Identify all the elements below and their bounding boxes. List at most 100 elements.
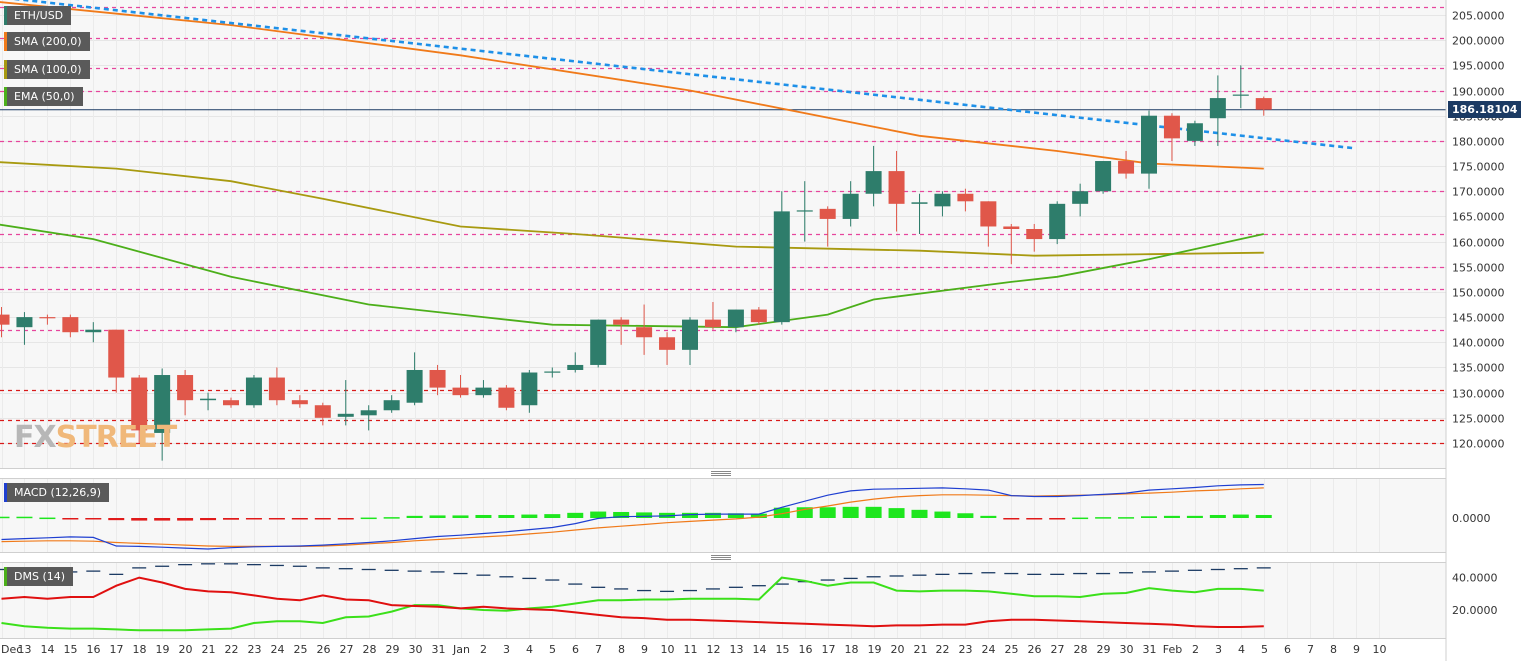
candle-body-down	[223, 400, 239, 406]
macd-histogram-bar	[1232, 514, 1249, 518]
x-tick-label: 21	[202, 643, 216, 656]
macd-histogram-bar	[62, 518, 79, 520]
legend-sma100[interactable]: SMA (100,0)	[4, 60, 90, 79]
macd-histogram-bar	[613, 511, 630, 518]
macd-histogram-bar	[16, 516, 33, 519]
candle-body-up	[544, 371, 561, 373]
candle-body-down	[888, 171, 905, 204]
macd-histogram-bar	[521, 514, 538, 518]
macd-histogram-bar	[223, 518, 239, 520]
ema50-swatch	[4, 87, 7, 106]
x-tick-label: 9	[1353, 643, 1360, 656]
legend-ema50-label: EMA (50,0)	[14, 90, 75, 103]
macd-histogram-bar	[108, 518, 125, 521]
candle-body-down	[498, 387, 515, 408]
candle-body-up	[475, 387, 492, 396]
macd-histogram-bar	[0, 516, 10, 519]
candle-body-down	[39, 317, 56, 319]
x-tick-label: 28	[363, 643, 377, 656]
x-tick-label: 18	[133, 643, 147, 656]
y-tick-label: 160.0000	[1452, 237, 1505, 250]
legend-pair[interactable]: ETH/USD	[4, 6, 72, 25]
y-tick-label: 130.0000	[1452, 388, 1505, 401]
candle-body-down	[177, 375, 194, 401]
macd-histogram-bar	[842, 506, 859, 518]
candle-body-down	[1003, 226, 1020, 229]
candle-body-up	[796, 210, 813, 212]
x-tick-label: 5	[549, 643, 556, 656]
candle-body-down	[1163, 115, 1180, 139]
candle-body-up	[360, 410, 377, 416]
x-tick-label: 24	[982, 643, 996, 656]
legend-dms[interactable]: DMS (14)	[4, 567, 74, 586]
x-tick-label: 27	[1051, 643, 1065, 656]
sma100-swatch	[4, 60, 7, 79]
macd-histogram-bar	[750, 513, 767, 518]
x-tick-label: 3	[1215, 643, 1222, 656]
pane-resize-handle-2[interactable]	[711, 555, 731, 560]
macd-histogram-bar	[85, 518, 102, 520]
candle-body-up	[1095, 161, 1112, 192]
plus-di-line	[1, 576, 1264, 632]
candle-body-up	[521, 372, 538, 406]
x-tick-label: 6	[1284, 643, 1291, 656]
candle-body-down	[291, 400, 308, 405]
x-tick-label: 20	[891, 643, 905, 656]
legend-macd[interactable]: MACD (12,26,9)	[4, 483, 110, 502]
candle-body-down	[750, 309, 767, 323]
candle-body-down	[1026, 229, 1043, 240]
x-tick-label: Feb	[1163, 643, 1182, 656]
dms-y-tick-label: 40.0000	[1452, 572, 1498, 585]
candle-body-down	[636, 327, 653, 338]
candle-body-down	[131, 377, 148, 431]
macd-histogram-bar	[131, 518, 148, 521]
candle-body-up	[567, 364, 584, 370]
y-tick-label: 195.0000	[1452, 60, 1505, 73]
x-tick-label: 17	[822, 643, 836, 656]
watermark-street: STREET	[55, 420, 178, 455]
y-tick-label: 205.0000	[1452, 10, 1505, 23]
pane-resize-handle-1[interactable]	[711, 471, 731, 476]
macd-histogram-bar	[590, 511, 607, 518]
macd-histogram-bar	[773, 507, 790, 518]
macd-histogram-bar	[1095, 517, 1112, 519]
candle-body-up	[590, 319, 607, 365]
y-tick-label: 170.0000	[1452, 186, 1505, 199]
x-tick-label: 12	[707, 643, 721, 656]
x-tick-label: 8	[1330, 643, 1337, 656]
macd-histogram-bar	[567, 512, 584, 518]
x-tick-label: 23	[248, 643, 262, 656]
legend-ema50[interactable]: EMA (50,0)	[4, 87, 83, 106]
x-tick-label: 9	[641, 643, 648, 656]
macd-histogram-bar	[865, 506, 882, 518]
x-tick-label: 23	[959, 643, 973, 656]
candle-body-up	[682, 319, 698, 350]
candle-body-up	[406, 369, 423, 403]
macd-signal-line	[1, 487, 1264, 548]
x-tick-label: 19	[868, 643, 882, 656]
macd-histogram-bar	[406, 515, 423, 518]
candle-body-down	[980, 201, 997, 227]
y-tick-label: 200.0000	[1452, 35, 1505, 48]
macd-histogram-bar	[268, 518, 285, 520]
candle-body-up	[200, 398, 217, 401]
legend-sma200[interactable]: SMA (200,0)	[4, 32, 90, 51]
x-tick-label: 26	[1028, 643, 1042, 656]
x-tick-label: 10	[661, 643, 675, 656]
x-tick-label: 16	[87, 643, 101, 656]
macd-histogram-bar	[1141, 516, 1157, 518]
y-tick-label: 125.0000	[1452, 413, 1505, 426]
x-tick-label: 4	[526, 643, 533, 656]
x-tick-label: 22	[936, 643, 950, 656]
x-tick-label: 7	[595, 643, 602, 656]
candle-body-down	[0, 314, 10, 325]
macd-histogram-bar	[544, 514, 561, 518]
minus-di-line	[1, 576, 1264, 628]
macd-histogram-bar	[1186, 515, 1203, 518]
x-tick-label: 2	[1192, 643, 1199, 656]
y-tick-label: 150.0000	[1452, 287, 1505, 300]
legend-dms-label: DMS (14)	[14, 570, 66, 583]
x-tick-label: 7	[1307, 643, 1314, 656]
